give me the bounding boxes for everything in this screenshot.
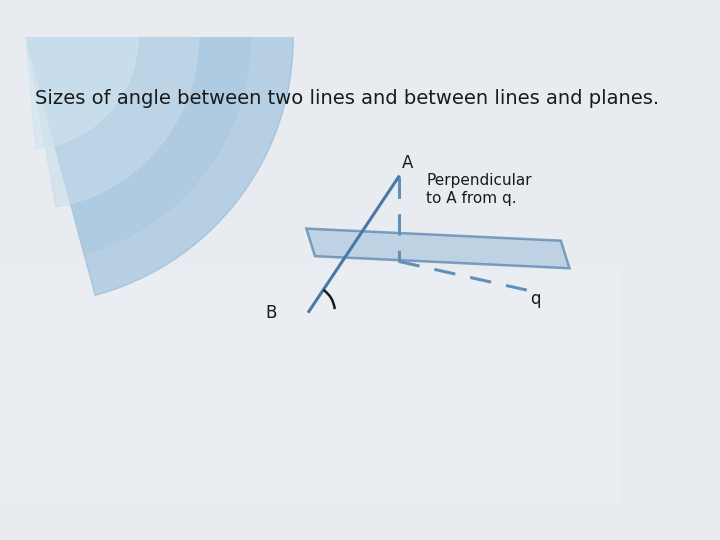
Wedge shape [26, 0, 293, 295]
Text: to A from q.: to A from q. [426, 191, 517, 206]
Wedge shape [26, 0, 251, 254]
Polygon shape [306, 228, 570, 268]
Wedge shape [26, 7, 199, 207]
Text: Perpendicular: Perpendicular [426, 173, 532, 188]
Text: B: B [266, 305, 277, 322]
Text: Sizes of angle between two lines and between lines and planes.: Sizes of angle between two lines and bet… [35, 89, 659, 109]
Wedge shape [26, 27, 138, 148]
Bar [0, 270, 621, 503]
Text: q: q [530, 289, 540, 308]
Text: A: A [402, 154, 413, 172]
